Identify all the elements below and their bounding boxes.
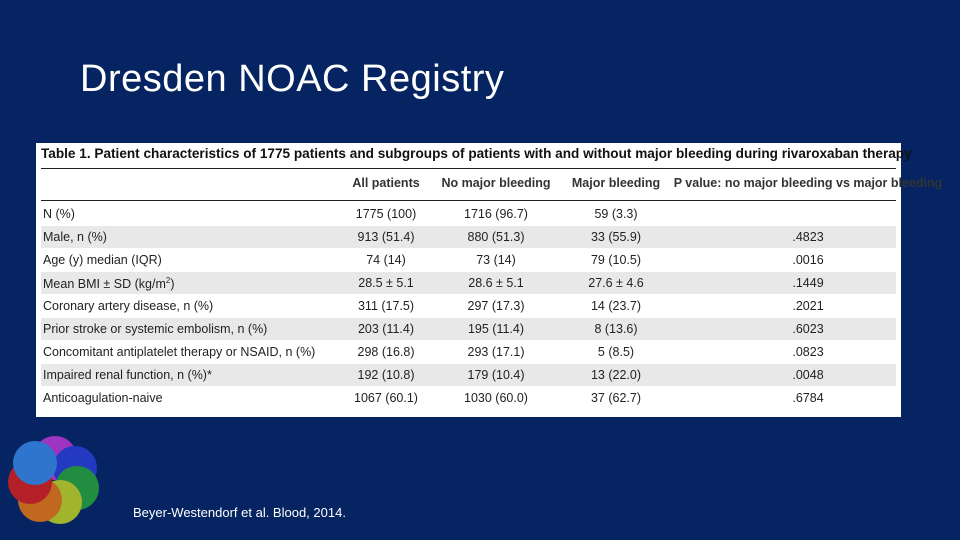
table-cell: 33 (55.9) [590, 230, 642, 244]
table-cell: 5 (8.5) [597, 345, 635, 359]
table-cell: 73 (14) [476, 253, 516, 267]
table-cell: 28.5 ± 5.1 [358, 276, 414, 290]
row-label: Impaired renal function, n (%)* [43, 368, 212, 382]
label-text: Age (y) median (IQR) [43, 253, 162, 267]
row-label: Concomitant antiplatelet therapy or NSAI… [43, 345, 315, 359]
slide-title: Dresden NOAC Registry [80, 58, 505, 100]
table-cell: 14 (23.7) [590, 299, 642, 313]
table-cell: 74 (14) [366, 253, 406, 267]
table-cell: .0823 [792, 345, 824, 359]
row-shade [41, 364, 896, 386]
table-cell: 880 (51.3) [467, 230, 525, 244]
row-label: Male, n (%) [43, 230, 107, 244]
table: Table 1. Patient characteristics of 1775… [36, 143, 942, 417]
table-cell: 79 (10.5) [590, 253, 642, 267]
row-label: Prior stroke or systemic embolism, n (%) [43, 322, 267, 336]
table-cell: 28.6 ± 5.1 [468, 276, 524, 290]
table-cell: 1030 (60.0) [464, 391, 528, 405]
label-sup: 2 [165, 276, 171, 285]
label-text: N (%) [43, 207, 75, 221]
table-cell: 13 (22.0) [590, 368, 642, 382]
table-cell: 298 (16.8) [357, 345, 415, 359]
label-tail: ) [170, 277, 175, 292]
table-cell: 8 (13.6) [594, 322, 638, 336]
rule [41, 200, 896, 201]
table-cell: .4823 [792, 230, 824, 244]
table-cell: .0016 [792, 253, 824, 267]
table-cell: .6023 [792, 322, 824, 336]
table-caption: Table 1. Patient characteristics of 1775… [41, 146, 912, 161]
table-cell: 37 (62.7) [590, 391, 642, 405]
row-shade [41, 272, 896, 294]
column-header: No major bleeding [441, 176, 551, 190]
column-header: P value: no major bleeding vs major blee… [673, 176, 943, 190]
table-cell: 203 (11.4) [357, 322, 415, 336]
row-shade [41, 318, 896, 340]
table-cell: 195 (11.4) [467, 322, 525, 336]
row-label: N (%) [43, 207, 75, 221]
table-cell: 192 (10.8) [357, 368, 415, 382]
label-text: Male, n (%) [43, 230, 107, 244]
table-cell: .2021 [792, 299, 824, 313]
label-text: Mean BMI ± SD (kg/m [43, 277, 166, 292]
label-text: Impaired renal function, n (%)* [43, 368, 212, 382]
table-cell: 1067 (60.1) [354, 391, 418, 405]
table-cell: 1775 (100) [355, 207, 417, 221]
row-label: Mean BMI ± SD (kg/m2) [43, 276, 174, 291]
citation: Beyer-Westendorf et al. Blood, 2014. [133, 505, 346, 520]
label-text: Anticoagulation-naive [43, 391, 163, 405]
table-cell: 311 (17.5) [357, 299, 415, 313]
table-cell: .0048 [792, 368, 824, 382]
table-cell: 297 (17.3) [467, 299, 525, 313]
table-cell: .1449 [792, 276, 824, 290]
logo [8, 436, 99, 524]
table-cell: 59 (3.3) [594, 207, 638, 221]
label-text: Concomitant antiplatelet therapy or NSAI… [43, 345, 316, 359]
table-cell: .6784 [792, 391, 824, 405]
rule [41, 168, 896, 169]
table-cell: 1716 (96.7) [464, 207, 528, 221]
row-label: Age (y) median (IQR) [43, 253, 162, 267]
column-header: Major bleeding [571, 176, 661, 190]
table-cell: 913 (51.4) [357, 230, 415, 244]
label-text: Coronary artery disease, n (%) [43, 299, 214, 313]
table-cell: 293 (17.1) [467, 345, 525, 359]
row-shade [41, 226, 896, 248]
table-cell: 179 (10.4) [467, 368, 525, 382]
label-text: Prior stroke or systemic embolism, n (%) [43, 322, 268, 336]
column-header: All patients [352, 176, 420, 190]
table-cell: 27.6 ± 4.6 [588, 276, 644, 290]
row-label: Coronary artery disease, n (%) [43, 299, 213, 313]
row-label: Anticoagulation-naive [43, 391, 163, 405]
